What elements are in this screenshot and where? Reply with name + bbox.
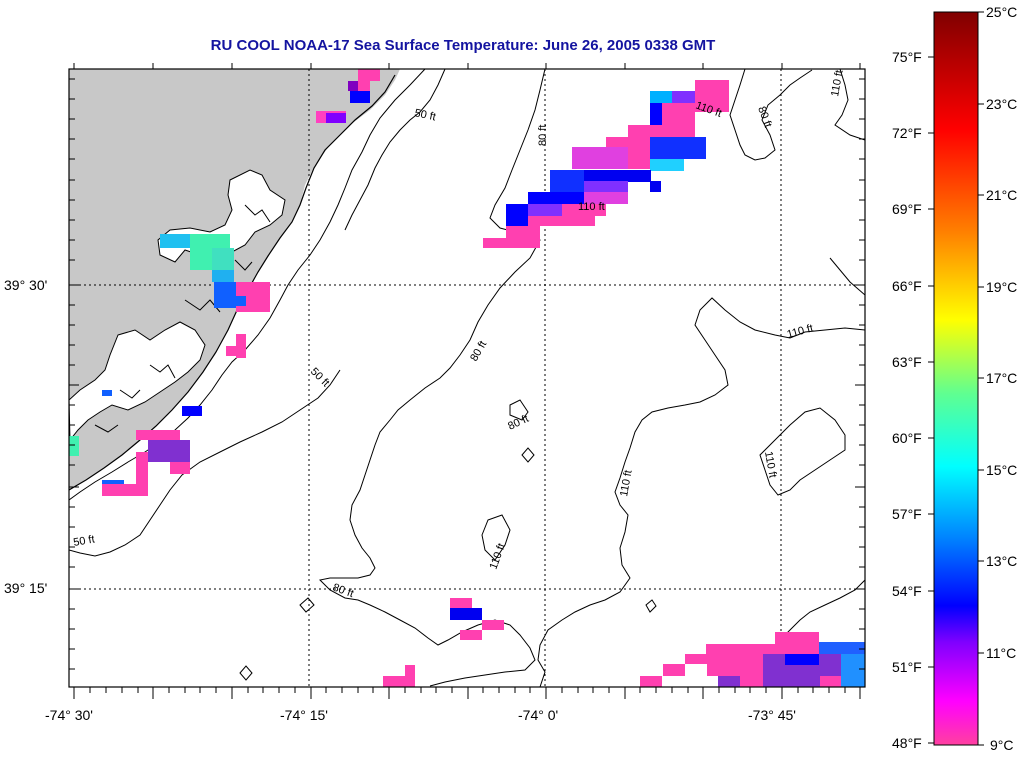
colorbar-ticks [928,11,984,746]
axis-ticks [69,63,865,699]
bay-area-2 [69,321,206,442]
fahrenheit-label: 57°F [892,506,922,522]
fahrenheit-label: 75°F [892,49,922,65]
celsius-label: 21°C [986,187,1018,203]
sst-pixels [69,69,865,687]
contour-label: 80 ft [537,125,549,146]
lon-label: -73° 45' [748,707,796,723]
celsius-label: 15°C [986,462,1018,478]
map-title: RU COOL NOAA-17 Sea Surface Temperature:… [210,37,716,54]
celsius-label: 13°C [986,553,1018,569]
colorbar-gradient [933,11,979,746]
map-area: 50 ft 50 ft 50 ft 80 ft 80 ft 80 ft 80 f… [69,69,865,687]
lat-label: 39° 15' [4,580,48,596]
celsius-label: 19°C [986,279,1018,295]
celsius-label: 25°C [986,4,1018,20]
contour-label: 110 ft [829,69,845,97]
contour-label: 110 ft [578,201,605,213]
fahrenheit-label: 60°F [892,430,922,446]
lon-label: -74° 30' [45,707,93,723]
colorbar [928,11,984,746]
lat-label: 39° 30' [4,277,48,293]
celsius-label: 17°C [986,370,1018,386]
celsius-label: 9°C [990,737,1014,753]
fahrenheit-label: 54°F [892,583,922,599]
celsius-label: 23°C [986,96,1018,112]
fahrenheit-label: 51°F [892,659,922,675]
contour-label: 110 ft [762,450,778,478]
fahrenheit-label: 69°F [892,201,922,217]
contour-label: 110 ft [618,469,634,497]
marsh-islands [94,204,271,433]
lon-label: -74° 15' [280,707,328,723]
grid [69,69,865,687]
fahrenheit-label: 63°F [892,354,922,370]
contour-label: 50 ft [72,533,95,549]
celsius-label: 11°C [986,645,1017,661]
lon-label: -74° 0' [518,707,559,723]
fahrenheit-label: 48°F [892,735,922,751]
fahrenheit-label: 66°F [892,278,922,294]
fahrenheit-label: 72°F [892,125,922,141]
contour-label: 50 ft [413,107,436,123]
map-frame [68,68,866,688]
